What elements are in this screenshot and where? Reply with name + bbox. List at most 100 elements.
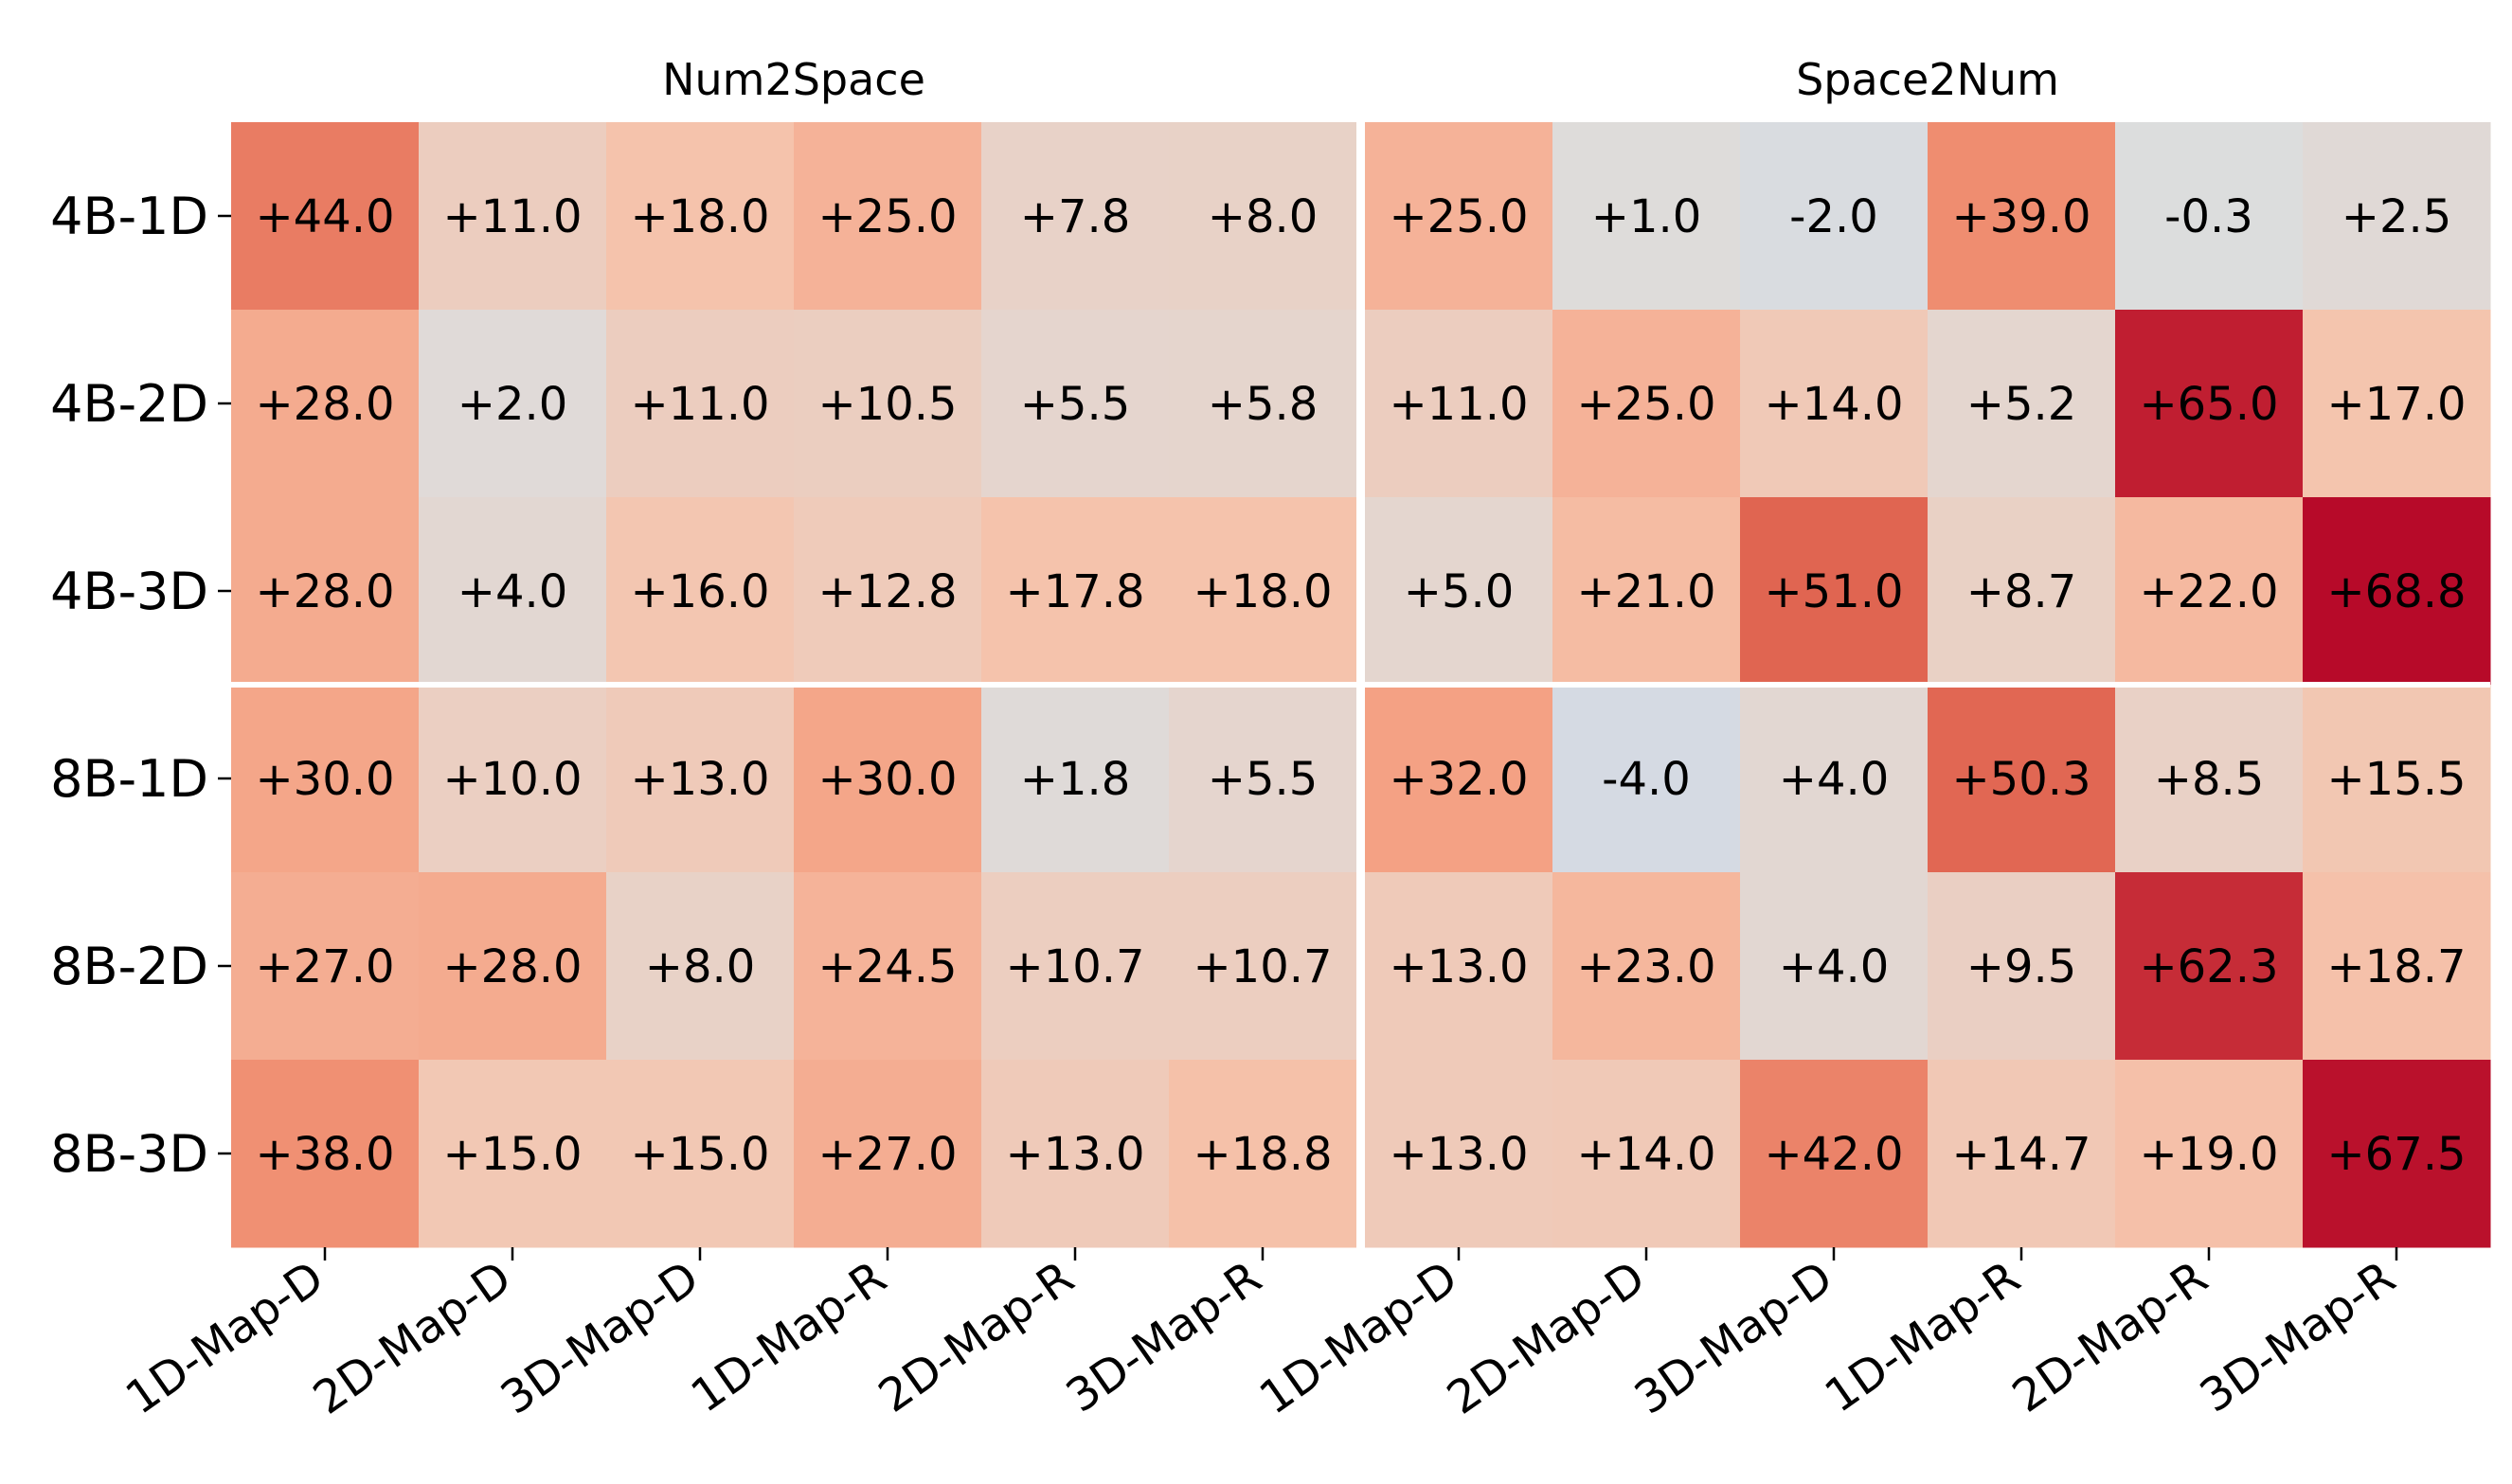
cell-value-label: +28.0 — [442, 940, 582, 993]
heatmap-cell — [794, 122, 982, 311]
heatmap-cell — [419, 310, 607, 498]
cell-value-label: +5.2 — [1966, 378, 2077, 431]
cell-value-label: +25.0 — [817, 190, 957, 243]
cell-value-label: +10.5 — [817, 378, 957, 431]
heatmap-cell — [1365, 872, 1553, 1061]
heatmap-cell — [606, 685, 795, 873]
cell-value-label: +9.5 — [1966, 940, 2077, 993]
cell-value-label: +38.0 — [255, 1128, 394, 1181]
cell-value-label: -0.3 — [2164, 190, 2253, 243]
heatmap-cell — [1169, 310, 1357, 498]
cell-value-label: +11.0 — [630, 378, 769, 431]
cell-value-label: +25.0 — [1576, 378, 1715, 431]
heatmap-cell — [1740, 122, 1929, 311]
heatmap-cell — [606, 872, 795, 1061]
cell-value-label: +15.5 — [2326, 753, 2466, 806]
cell-value-label: +13.0 — [630, 753, 769, 806]
heatmap-cell — [2303, 497, 2491, 686]
cell-value-label: +62.3 — [2139, 940, 2278, 993]
cell-value-label: +68.8 — [2326, 565, 2466, 618]
cell-value-label: +13.0 — [1389, 1128, 1528, 1181]
heatmap-cell — [2303, 685, 2491, 873]
cell-value-label: +4.0 — [1779, 940, 1890, 993]
heatmap-cell — [794, 685, 982, 873]
heatmap-cell — [794, 872, 982, 1061]
cell-value-label: +18.0 — [1193, 565, 1332, 618]
heatmap-cell — [606, 122, 795, 311]
heatmap-cell — [981, 1060, 1170, 1248]
heatmap-cell — [1552, 1060, 1741, 1248]
heatmap-cell — [794, 497, 982, 686]
heatmap-cell — [419, 1060, 607, 1248]
x-tick-label: 2D-Map-D — [304, 1251, 521, 1425]
cell-value-label: +15.0 — [442, 1128, 582, 1181]
cell-value-label: +8.7 — [1966, 565, 2077, 618]
panel-title: Space2Num — [1796, 54, 2059, 105]
cell-value-label: +10.0 — [442, 753, 582, 806]
heatmap-cell — [1740, 872, 1929, 1061]
panel-titles: Num2Space Space2Num — [662, 54, 2059, 105]
heatmap-cell — [1740, 497, 1929, 686]
x-tick-label: 3D-Map-D — [492, 1251, 709, 1425]
cell-value-label: +12.8 — [817, 565, 957, 618]
heatmap-cell — [794, 1060, 982, 1248]
heatmap-cell — [1552, 685, 1741, 873]
y-tick-label: 4B-3D — [50, 562, 208, 621]
heatmap-cell — [231, 1060, 420, 1248]
cell-value-label: +22.0 — [2139, 565, 2278, 618]
x-tick-label: 3D-Map-R — [2191, 1251, 2405, 1423]
cell-value-label: +8.5 — [2154, 753, 2265, 806]
cell-value-label: +4.0 — [458, 565, 568, 618]
column-labels: 1D-Map-D2D-Map-D3D-Map-D1D-Map-R2D-Map-R… — [117, 1247, 2405, 1425]
heatmap-cells — [231, 122, 2491, 1248]
heatmap-cell — [794, 310, 982, 498]
cell-value-label: +30.0 — [817, 753, 957, 806]
cell-value-label: +4.0 — [1779, 753, 1890, 806]
cell-value-label: +30.0 — [255, 753, 394, 806]
y-tick-label: 8B-1D — [50, 749, 208, 809]
cell-value-label: +27.0 — [817, 1128, 957, 1181]
heatmap-cell — [1928, 1060, 2116, 1248]
cell-value-label: +17.8 — [1005, 565, 1144, 618]
cell-value-label: +18.7 — [2326, 940, 2466, 993]
heatmap-cell — [2303, 872, 2491, 1061]
cell-value-label: +2.0 — [458, 378, 568, 431]
cell-value-label: +27.0 — [255, 940, 394, 993]
x-tick-label: 3D-Map-D — [1625, 1251, 1842, 1425]
heatmap-cell — [419, 872, 607, 1061]
y-tick-label: 4B-2D — [50, 374, 208, 434]
heatmap-cell — [1169, 1060, 1357, 1248]
heatmap-cell — [1740, 1060, 1929, 1248]
heatmap-cell — [981, 872, 1170, 1061]
panel-title: Num2Space — [662, 54, 925, 105]
cell-value-label: +14.0 — [1576, 1128, 1715, 1181]
cell-value-label: +5.5 — [1020, 378, 1131, 431]
heatmap-cell — [981, 497, 1170, 686]
heatmap-cell — [2115, 122, 2304, 311]
heatmap-cell — [1740, 685, 1929, 873]
heatmap-cell — [1928, 685, 2116, 873]
heatmap-cell — [1365, 685, 1553, 873]
heatmap-cell — [2303, 310, 2491, 498]
cell-value-label: +1.0 — [1591, 190, 1702, 243]
cell-value-label: -2.0 — [1789, 190, 1878, 243]
cell-value-label: +67.5 — [2326, 1128, 2466, 1181]
cell-value-label: +16.0 — [630, 565, 769, 618]
heatmap-cell — [1552, 122, 1741, 311]
cell-value-label: -4.0 — [1602, 753, 1691, 806]
cell-value-label: +10.7 — [1005, 940, 1144, 993]
y-tick-label: 8B-3D — [50, 1124, 208, 1184]
heatmap-cell — [2303, 122, 2491, 311]
heatmap-cell — [2115, 497, 2304, 686]
heatmap-cell — [419, 122, 607, 311]
cell-value-label: +7.8 — [1020, 190, 1131, 243]
cell-value-label: +18.8 — [1193, 1128, 1332, 1181]
cell-value-label: +32.0 — [1389, 753, 1528, 806]
heatmap-cell — [1365, 1060, 1553, 1248]
heatmap-cell — [1552, 497, 1741, 686]
heatmap-cell — [1169, 122, 1357, 311]
cell-value-label: +28.0 — [255, 565, 394, 618]
y-tick-label: 4B-1D — [50, 187, 208, 246]
x-tick-label: 3D-Map-R — [1057, 1251, 1271, 1423]
x-tick-label: 1D-Map-D — [117, 1251, 333, 1425]
